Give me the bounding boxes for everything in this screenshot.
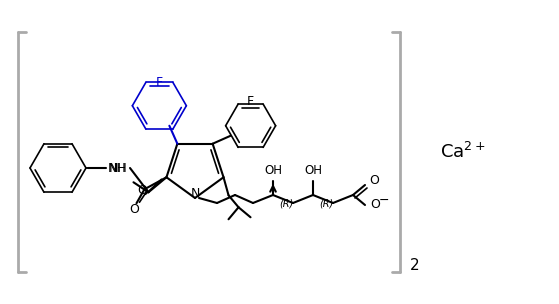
Text: O: O xyxy=(369,174,379,188)
Text: O: O xyxy=(130,203,139,216)
Text: (R): (R) xyxy=(319,198,333,208)
Text: F: F xyxy=(247,95,254,108)
Text: OH: OH xyxy=(304,164,322,177)
Text: 2: 2 xyxy=(410,257,420,272)
Text: (R): (R) xyxy=(279,198,293,208)
Text: −: − xyxy=(379,194,390,206)
Text: Ca$^{2+}$: Ca$^{2+}$ xyxy=(440,142,486,162)
Text: O: O xyxy=(138,184,148,197)
Text: N: N xyxy=(190,187,200,200)
Text: O: O xyxy=(370,199,380,212)
Text: NH: NH xyxy=(108,161,127,174)
Text: F: F xyxy=(156,76,163,89)
Text: OH: OH xyxy=(264,164,282,177)
Text: NH: NH xyxy=(108,161,127,174)
